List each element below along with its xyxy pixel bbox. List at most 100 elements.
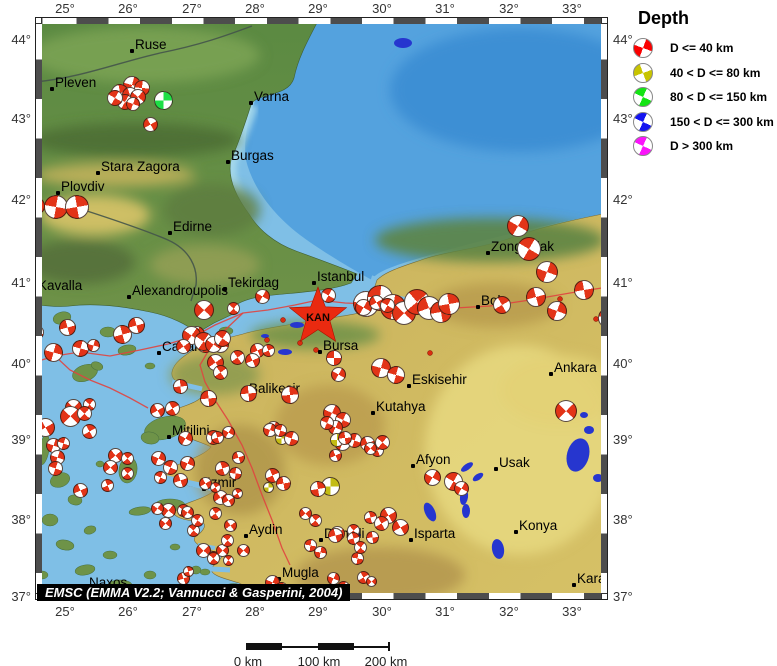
beachball [391,518,409,536]
lat-label-left: 37° [11,589,31,604]
beachball [81,423,97,439]
beachball [199,389,217,407]
city-marker [50,87,54,91]
lat-label-right: 42° [613,192,633,207]
beachball [387,366,405,384]
beachball [206,551,220,565]
beachball [102,459,118,475]
beachball [221,493,235,507]
beachball [517,237,541,261]
lon-label-bottom: 31° [435,604,455,619]
beachball [177,430,193,446]
beachball [149,402,165,418]
lat-label-left: 40° [11,356,31,371]
fault-line [54,355,149,409]
beachball [423,468,441,486]
epicenter-dot [297,340,303,346]
beachball-layer [35,17,608,600]
city-label: Ankara [554,360,597,375]
city-marker [319,538,323,542]
lat-label-left: 41° [11,275,31,290]
lon-label-bottom: 28° [245,604,265,619]
beachball [327,527,343,543]
lon-label-top: 32° [499,1,519,16]
beachball [107,90,123,106]
beachball [310,481,326,497]
frame-corner [601,593,608,600]
lon-label-bottom: 29° [308,604,328,619]
beachball [526,287,546,307]
city-label: Kutahya [376,399,426,414]
city-label: Pleven [55,75,97,90]
lake [462,504,470,518]
beachball [379,297,395,313]
scale-bar-segment [318,643,354,650]
frame-top [35,17,608,24]
lon-label-top: 31° [435,1,455,16]
beachball [353,540,367,554]
lat-label-right: 40° [613,356,633,371]
beachball [373,515,389,531]
city-label: Varna [254,89,290,104]
beachball [76,405,92,421]
beachball [179,455,195,471]
lon-label-top: 27° [182,1,202,16]
beachball [264,467,280,483]
legend-beachball-icon [633,62,653,83]
beachball [262,481,274,493]
frame-right [601,17,608,600]
city-marker [407,384,411,388]
city-marker [223,287,227,291]
city-marker [127,295,131,299]
beachball [58,318,76,336]
beachball [320,287,336,303]
city-label: Edirne [173,219,213,234]
lon-label-bottom: 30° [372,604,392,619]
beachball [120,451,134,465]
lake [278,349,292,355]
city-marker [514,530,518,534]
legend-item-label: 80 < D <= 150 km [670,90,768,104]
city-marker [168,231,172,235]
lake [584,426,594,434]
beachball [120,466,134,480]
beachball [47,460,63,476]
lat-label-right: 38° [613,512,633,527]
beachball [228,466,242,480]
legend-item: 150 < D <= 300 km [630,111,777,134]
lon-label-top: 28° [245,1,265,16]
beachball [182,565,194,577]
scale-bar-tick [388,642,390,651]
beachball [162,459,178,475]
beachball [126,97,140,111]
city-marker [157,351,161,355]
epicenter-dot [264,337,270,343]
beachball [320,416,334,430]
city-label: Tekirdag [228,275,280,290]
city-label: Plovdiv [61,179,105,194]
lon-label-top: 33° [562,1,582,16]
beachball [308,513,322,527]
lon-label-bottom: 32° [499,604,519,619]
scale-bar-label: 100 km [297,654,341,666]
kan-star-label: KAN [306,312,330,324]
beachball [303,538,317,552]
beachball [239,384,257,402]
beachball [555,400,577,422]
legend-beachball-icon [633,136,653,156]
beachball [164,400,180,416]
beachball [72,482,88,498]
lon-label-bottom: 27° [182,604,202,619]
beachball [547,301,567,321]
beachball [208,506,222,520]
beachball [438,293,460,315]
city-marker [318,350,322,354]
city-label: Aydin [249,522,283,537]
beachball [254,288,270,304]
beachball [261,343,275,357]
beachball [244,352,260,368]
beachball [158,516,172,530]
beachball [172,472,188,488]
city-label: Stara Zagora [101,159,180,174]
